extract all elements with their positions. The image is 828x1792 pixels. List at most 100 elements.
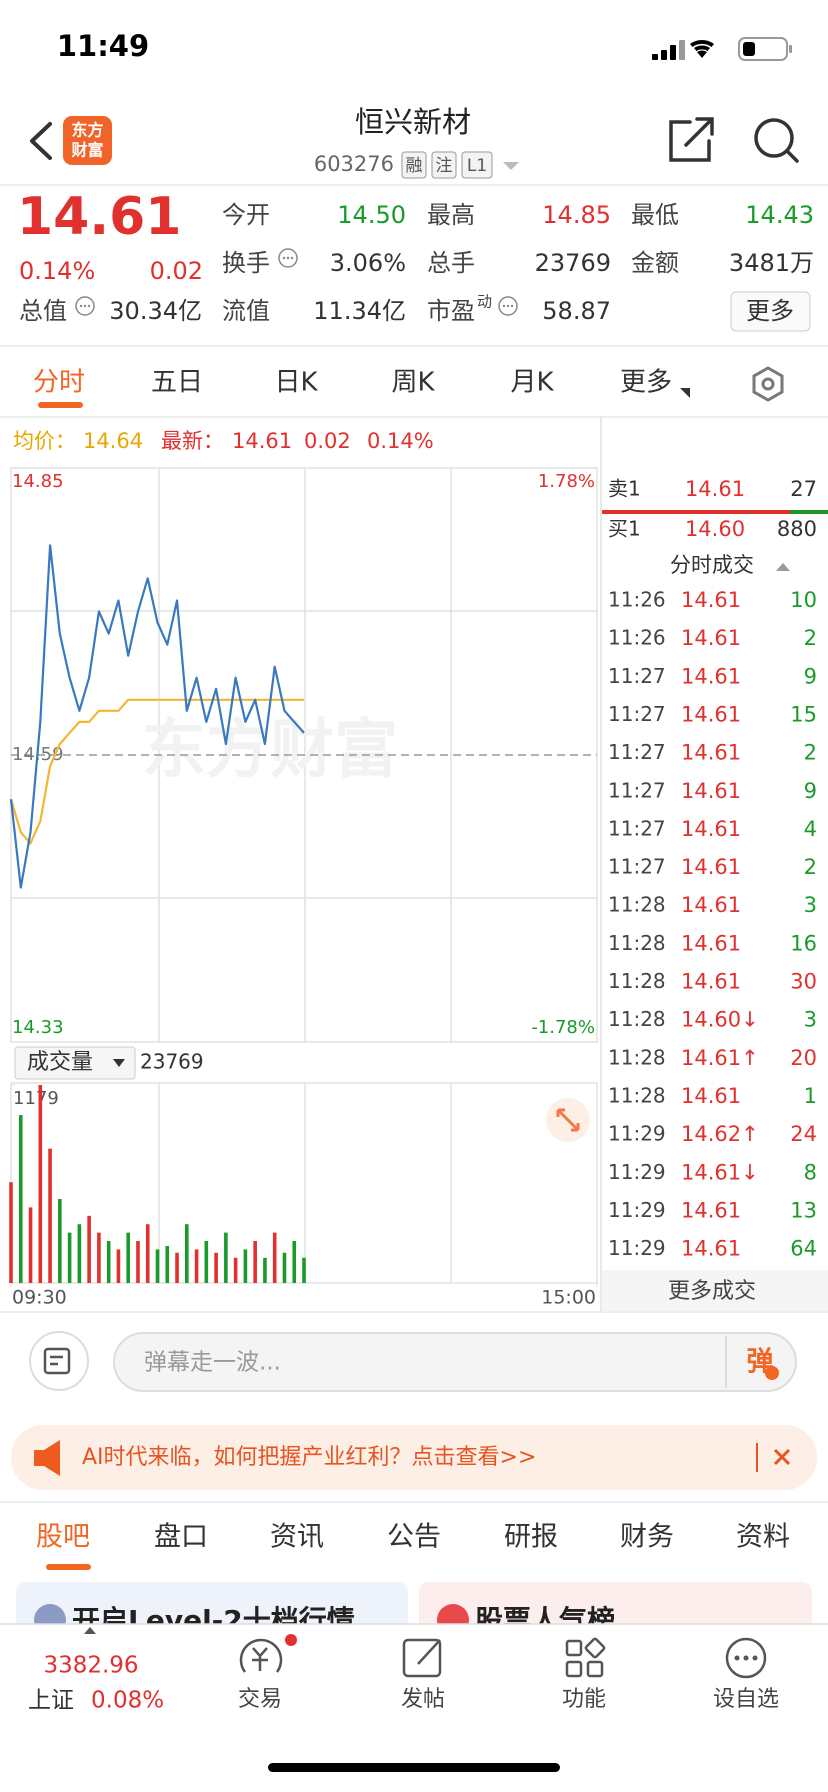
y-tick-label: 14.33 — [12, 1017, 64, 1038]
volume-bar — [38, 1085, 43, 1283]
trade-price: 14.61↓ — [681, 1160, 759, 1184]
nav-label[interactable]: 发帖 — [401, 1687, 445, 1712]
field-value: 14.50 — [337, 201, 406, 229]
chart-tab[interactable]: 分时 — [33, 368, 85, 398]
info-icon — [498, 296, 518, 316]
volume-bar — [136, 1241, 140, 1283]
field-label: 流值 — [222, 297, 270, 325]
volume-bar — [214, 1252, 218, 1283]
expand-button[interactable] — [546, 1098, 590, 1142]
danmaku-placeholder: 弹幕走一波... — [144, 1350, 281, 1376]
trade-time: 11:28 — [608, 1007, 666, 1031]
watchlist-icon[interactable] — [725, 1637, 767, 1679]
index-value: 3382.96 — [43, 1653, 138, 1679]
field-label: 市盈 — [427, 297, 475, 325]
section-tab[interactable]: 盘口 — [154, 1522, 208, 1553]
danmaku-input[interactable] — [113, 1332, 797, 1392]
more-trades-label[interactable]: 更多成交 — [668, 1279, 756, 1304]
chart-tab[interactable]: 周K — [391, 368, 435, 398]
avg-value: 14.64 — [83, 429, 143, 453]
trade-volume: 1 — [804, 1084, 817, 1108]
share-button[interactable] — [669, 117, 714, 162]
last-price: 14.61 — [17, 187, 181, 247]
badge-text: L1 — [467, 156, 487, 176]
note-button[interactable] — [29, 1331, 89, 1391]
chart-tab[interactable]: 五日 — [151, 368, 203, 398]
trade-price: 14.61 — [681, 1198, 741, 1222]
field-value: 3.06% — [330, 249, 406, 277]
danmaku-button[interactable]: 弹 — [747, 1347, 774, 1378]
info-dot — [286, 256, 290, 260]
nav-label[interactable]: 设自选 — [713, 1687, 779, 1712]
trade-price: 14.61 — [681, 817, 741, 841]
volume-selector[interactable] — [14, 1046, 136, 1080]
divider — [0, 1501, 828, 1503]
section-tab[interactable]: 股吧 — [36, 1522, 90, 1553]
volume-bar — [302, 1257, 306, 1283]
section-tab[interactable]: 资讯 — [270, 1522, 324, 1553]
trade-time: 11:28 — [608, 931, 666, 955]
trade-volume: 3 — [804, 893, 817, 917]
nav-label[interactable]: 交易 — [238, 1687, 282, 1712]
trade-time: 11:27 — [608, 855, 666, 879]
tab-dropdown — [680, 388, 690, 398]
info-icon — [75, 296, 95, 316]
volume-bar — [48, 1148, 52, 1283]
nav-label[interactable]: 功能 — [562, 1687, 606, 1712]
trade-price: 14.60↓ — [681, 1008, 759, 1032]
field-label: 最低 — [631, 201, 679, 229]
trade-time: 11:27 — [608, 816, 666, 840]
more-button-label[interactable]: 更多 — [746, 297, 794, 325]
chart-tab[interactable]: 更多 — [620, 368, 672, 398]
section-tab[interactable]: 资料 — [736, 1522, 790, 1553]
trade-time: 11:27 — [608, 740, 666, 764]
search-button[interactable] — [754, 118, 799, 163]
section-tab[interactable]: 公告 — [387, 1522, 441, 1553]
trade-time: 11:28 — [608, 1083, 666, 1107]
trade-icon[interactable] — [239, 1638, 283, 1673]
trade-price: 14.61 — [681, 702, 741, 726]
back-button[interactable] — [30, 122, 52, 160]
field-label: 总值 — [19, 297, 67, 325]
volume-bar — [272, 1232, 277, 1283]
last-value: 14.61 — [232, 429, 292, 453]
banner[interactable] — [11, 1425, 817, 1490]
settings-button[interactable] — [752, 366, 784, 402]
banner-close[interactable] — [773, 1448, 791, 1466]
info-dot — [510, 304, 514, 308]
chart-tab[interactable]: 月K — [510, 368, 554, 398]
section-tab[interactable]: 财务 — [620, 1522, 674, 1553]
book-bar-sell — [602, 510, 790, 514]
change-percent: 0.14% — [19, 257, 95, 285]
trade-time: 11:29 — [608, 1236, 666, 1260]
post-icon[interactable] — [402, 1638, 442, 1678]
y2-tick-label: -1.78% — [531, 1017, 595, 1038]
field-label: 今开 — [222, 201, 270, 229]
banner-text[interactable]: AI时代来临，如何把握产业红利？点击查看>> — [82, 1445, 536, 1470]
field-value: 23769 — [535, 249, 611, 277]
code-dropdown[interactable] — [503, 162, 519, 170]
book-volume: 880 — [777, 517, 817, 541]
more-trades-button[interactable] — [602, 1270, 828, 1311]
index-name: 上证 — [28, 1688, 74, 1714]
more-button[interactable] — [730, 291, 811, 332]
book-label: 卖1 — [608, 477, 641, 501]
trade-time: 11:28 — [608, 893, 666, 917]
function-icon[interactable] — [565, 1637, 606, 1678]
trade-price: 14.61 — [681, 588, 741, 612]
trade-volume: 9 — [804, 779, 817, 803]
watermark: 东方财富 — [142, 714, 398, 788]
chart-tab[interactable]: 日K — [274, 368, 318, 398]
section-underline — [46, 1564, 91, 1570]
volume-bar — [292, 1241, 297, 1283]
book-price: 14.60 — [685, 517, 745, 541]
trade-time: 11:26 — [608, 626, 666, 650]
section-tab[interactable]: 研报 — [504, 1522, 558, 1553]
trade-volume: 24 — [790, 1122, 817, 1146]
field-value: 3481万 — [729, 249, 814, 277]
volume-bar — [18, 1115, 23, 1283]
trade-price: 14.61 — [681, 1237, 741, 1261]
badge-text: 融 — [406, 156, 423, 176]
info-dot — [87, 304, 91, 308]
